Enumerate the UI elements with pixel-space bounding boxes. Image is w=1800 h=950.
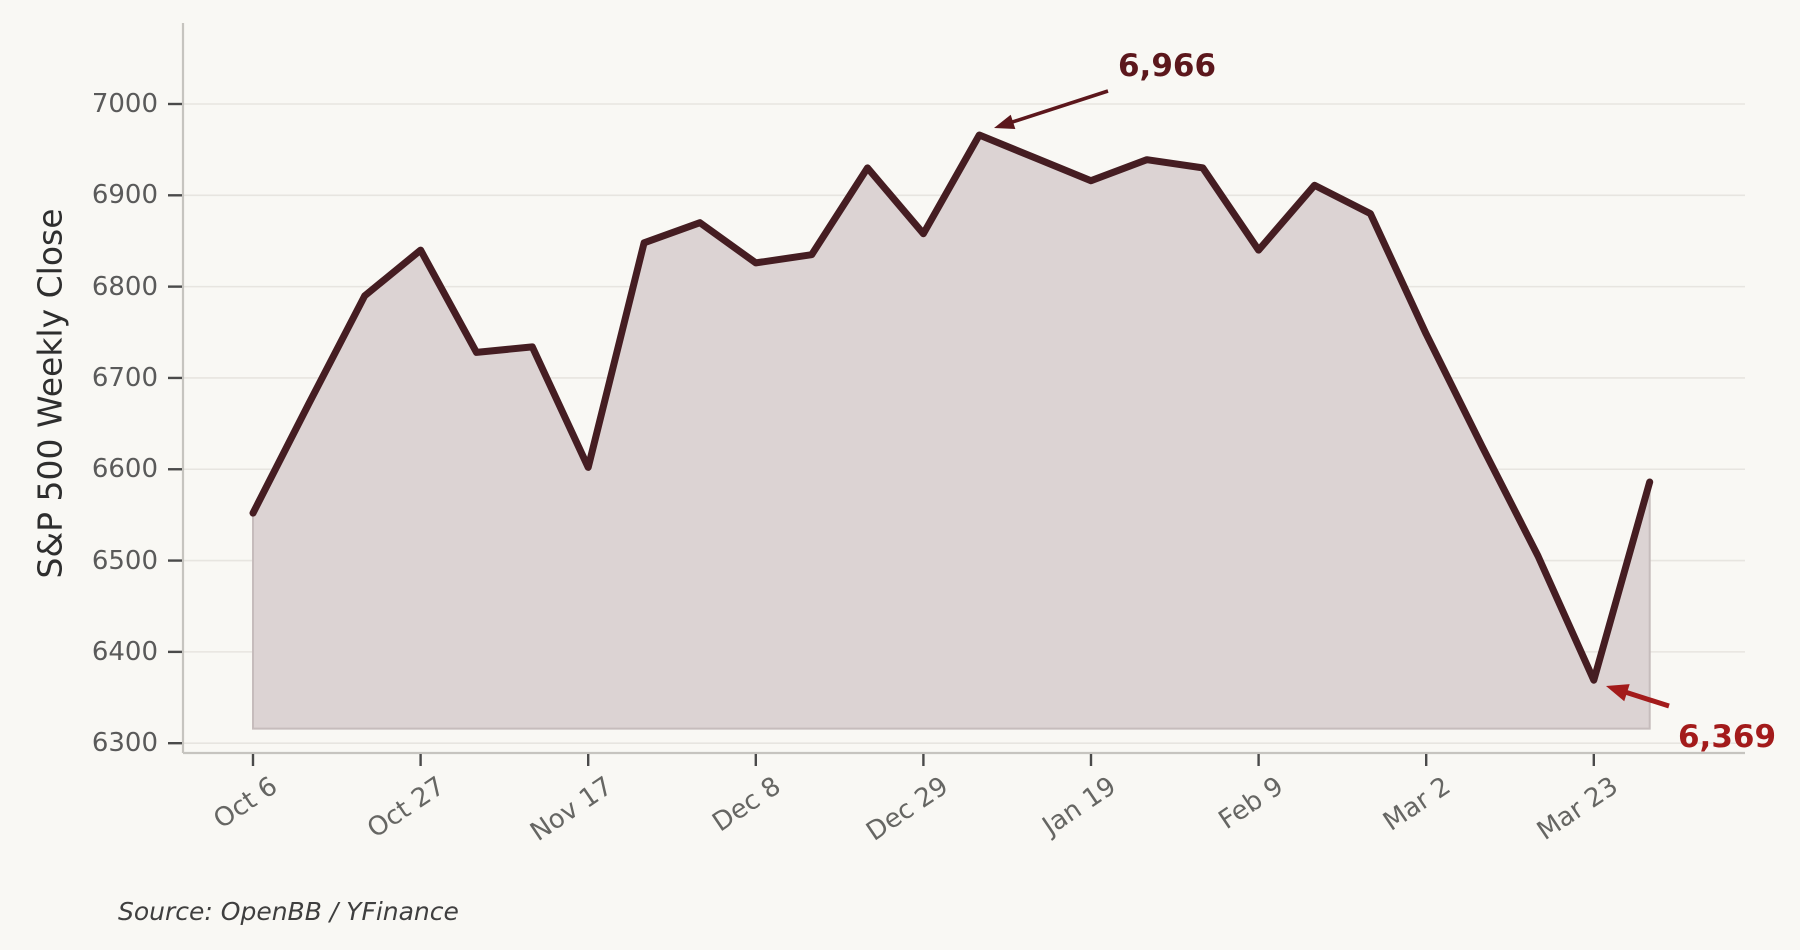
trough-arrow-head (1606, 684, 1630, 702)
y-tick-label: 6800 (91, 271, 158, 302)
peak-value-annotation: 6,966 (1117, 48, 1217, 84)
y-tick-label: 6700 (91, 362, 158, 393)
y-tick-label: 7000 (91, 89, 158, 119)
area-fill (252, 133, 1651, 730)
source-note: Source: OpenBB / YFinance (118, 897, 459, 926)
y-tick-label: 6600 (91, 454, 158, 485)
peak-arrow (1010, 89, 1109, 125)
y-tick-label: 6900 (91, 180, 158, 211)
peak-arrow-head (994, 114, 1016, 129)
y-tick-label: 6300 (91, 728, 158, 759)
y-tick-label: 6400 (91, 636, 158, 667)
y-tick-label: 6500 (91, 545, 158, 576)
trough-value-annotation: 6,369 (1677, 719, 1777, 755)
trough-arrow (1624, 689, 1670, 709)
price-line (249, 131, 1654, 684)
